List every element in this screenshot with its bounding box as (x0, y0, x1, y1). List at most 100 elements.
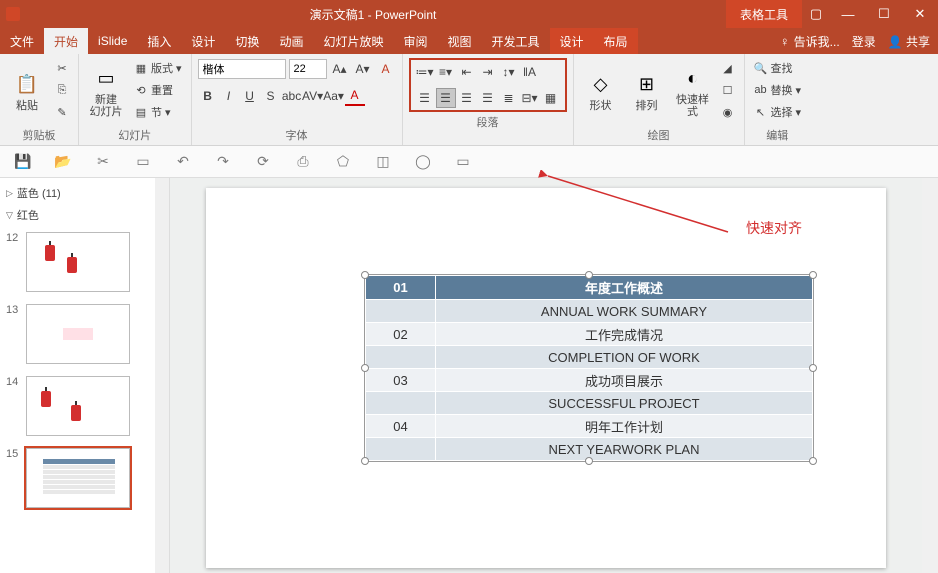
slide-canvas[interactable]: 快速对齐 01 年度工作概述 ANNUAL WORK SUMMARY02工作完成… (170, 178, 922, 573)
italic-button[interactable]: I (219, 86, 239, 106)
qat-quickalign-icon[interactable]: ◯ (414, 153, 432, 171)
format-painter-button[interactable]: ✎ (52, 102, 72, 122)
table-cell[interactable]: ANNUAL WORK SUMMARY (436, 300, 813, 323)
strike-button[interactable]: S (261, 86, 281, 106)
thumb-row[interactable]: 13 (6, 304, 149, 364)
align-right-button[interactable]: ☰ (457, 88, 477, 108)
canvas-scrollbar[interactable] (922, 178, 938, 573)
table-cell[interactable]: NEXT YEARWORK PLAN (436, 438, 813, 461)
clear-format-button[interactable]: A (376, 59, 396, 79)
layout-button[interactable]: ▦版式 ▾ (131, 58, 185, 78)
qat-slide-icon[interactable]: ▭ (134, 153, 152, 171)
reset-button[interactable]: ⟲重置 (131, 80, 185, 100)
bold-button[interactable]: B (198, 86, 218, 106)
qat-shape-icon[interactable]: ⬠ (334, 153, 352, 171)
inc-indent-button[interactable]: ⇥ (478, 62, 498, 82)
underline-button[interactable]: U (240, 86, 260, 106)
align-center-button[interactable]: ☰ (436, 88, 456, 108)
tab-transition[interactable]: 切换 (225, 28, 269, 54)
tab-review[interactable]: 审阅 (393, 28, 437, 54)
tell-me[interactable]: 告诉我... (794, 33, 840, 50)
thumb-row[interactable]: 15 (6, 448, 149, 508)
section-blue[interactable]: ▷蓝色 (11) (6, 182, 149, 204)
minimize-button[interactable]: — (830, 0, 866, 28)
font-size-combo[interactable]: 22 (289, 59, 327, 79)
cut-button[interactable]: ✂ (52, 58, 72, 78)
table-cell[interactable]: COMPLETION OF WORK (436, 346, 813, 369)
table-header[interactable]: 01 (366, 276, 436, 300)
tab-design[interactable]: 设计 (181, 28, 225, 54)
table-cell[interactable] (366, 392, 436, 415)
table-cell[interactable]: 03 (366, 369, 436, 392)
qat-save-icon[interactable]: 💾 (14, 153, 32, 171)
tab-table-layout[interactable]: 布局 (594, 28, 638, 54)
table-row[interactable]: 03成功项目展示 (366, 369, 813, 392)
numbering-button[interactable]: ≡▾ (436, 62, 456, 82)
tab-islide[interactable]: iSlide (88, 28, 137, 54)
align-text-button[interactable]: ⊟▾ (520, 88, 540, 108)
table-cell[interactable]: 明年工作计划 (436, 415, 813, 438)
fontcolor-button[interactable]: A (345, 86, 365, 106)
table-cell[interactable]: 成功项目展示 (436, 369, 813, 392)
table-row[interactable]: SUCCESSFUL PROJECT (366, 392, 813, 415)
dec-indent-button[interactable]: ⇤ (457, 62, 477, 82)
qat-textbox-icon[interactable]: ▭ (454, 153, 472, 171)
changecase-button[interactable]: Aa▾ (324, 86, 344, 106)
share-button[interactable]: 👤 共享 (888, 33, 930, 50)
tab-file[interactable]: 文件 (0, 28, 44, 54)
table-cell[interactable] (366, 438, 436, 461)
table-cell[interactable]: 02 (366, 323, 436, 346)
grow-font-button[interactable]: A▴ (330, 59, 350, 79)
table-row[interactable]: 04明年工作计划 (366, 415, 813, 438)
login-button[interactable]: 登录 (852, 33, 876, 50)
font-name-combo[interactable]: 楷体 (198, 59, 286, 79)
slide-thumb-selected[interactable] (26, 448, 130, 508)
charspace-button[interactable]: AV▾ (303, 86, 323, 106)
smartart-button[interactable]: ▦ (541, 88, 561, 108)
section-button[interactable]: ▤节 ▾ (131, 102, 185, 122)
bullets-button[interactable]: ≔▾ (415, 62, 435, 82)
table-row[interactable]: 02工作完成情况 (366, 323, 813, 346)
thumbs-scrollbar[interactable] (155, 178, 169, 573)
copy-button[interactable]: ⎘ (52, 80, 72, 100)
arrange-button[interactable]: ⊞排列 (626, 58, 668, 124)
tab-animation[interactable]: 动画 (269, 28, 313, 54)
shape-outline-button[interactable]: ☐ (718, 80, 738, 100)
text-direction-button[interactable]: ‖A (520, 62, 540, 82)
distribute-button[interactable]: ≣ (499, 88, 519, 108)
table-cell[interactable]: 04 (366, 415, 436, 438)
shapes-button[interactable]: ◇形状 (580, 58, 622, 124)
qat-crop-icon[interactable]: ◫ (374, 153, 392, 171)
thumb-row[interactable]: 14 (6, 376, 149, 436)
table-cell[interactable] (366, 300, 436, 323)
table-row[interactable]: ANNUAL WORK SUMMARY (366, 300, 813, 323)
table-cell[interactable] (366, 346, 436, 369)
table-selection[interactable]: 01 年度工作概述 ANNUAL WORK SUMMARY02工作完成情况COM… (364, 274, 814, 462)
slide-thumb[interactable] (26, 304, 130, 364)
qat-redo-icon[interactable]: ↷ (214, 153, 232, 171)
qat-undo-icon[interactable]: ↶ (174, 153, 192, 171)
shadow-button[interactable]: abc (282, 86, 302, 106)
shape-effects-button[interactable]: ◉ (718, 102, 738, 122)
tab-insert[interactable]: 插入 (137, 28, 181, 54)
qat-print-icon[interactable]: ⎙ (294, 153, 312, 171)
tab-slideshow[interactable]: 幻灯片放映 (313, 28, 393, 54)
select-button[interactable]: ↖选择 ▾ (751, 102, 805, 122)
shape-fill-button[interactable]: ◢ (718, 58, 738, 78)
slide-thumb[interactable] (26, 232, 130, 292)
maximize-button[interactable]: ☐ (866, 0, 902, 28)
qat-open-icon[interactable]: 📂 (54, 153, 72, 171)
tab-table-design[interactable]: 设计 (550, 28, 594, 54)
qat-refresh-icon[interactable]: ⟳ (254, 153, 272, 171)
table-row[interactable]: COMPLETION OF WORK (366, 346, 813, 369)
content-table[interactable]: 01 年度工作概述 ANNUAL WORK SUMMARY02工作完成情况COM… (365, 275, 813, 461)
ribbon-collapse-button[interactable]: ▢ (802, 0, 830, 28)
section-red[interactable]: ▽红色 (6, 204, 149, 226)
new-slide-button[interactable]: ▭ 新建 幻灯片 (85, 58, 127, 124)
quickstyle-button[interactable]: ◐快速样式 (672, 58, 714, 124)
qat-cut-icon[interactable]: ✂ (94, 153, 112, 171)
tab-developer[interactable]: 开发工具 (482, 28, 550, 54)
shrink-font-button[interactable]: A▾ (353, 59, 373, 79)
linespace-button[interactable]: ↕▾ (499, 62, 519, 82)
justify-button[interactable]: ☰ (478, 88, 498, 108)
